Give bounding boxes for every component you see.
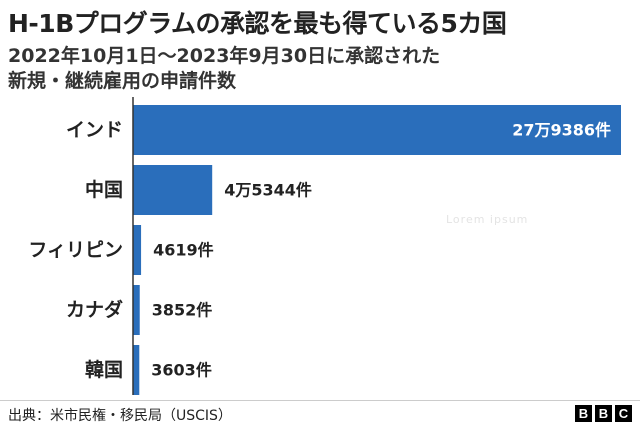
bar-4 — [133, 345, 140, 395]
footer-divider — [0, 400, 640, 401]
value-label-1: 4万5344件 — [224, 181, 312, 200]
category-label-2: フィリピン — [28, 239, 123, 261]
watermark-text: Lorem ipsum — [446, 213, 529, 226]
category-label-1: 中国 — [85, 178, 123, 201]
logo-letter-2: B — [595, 405, 612, 422]
category-label-3: カナダ — [66, 298, 123, 321]
category-label-4: 韓国 — [85, 358, 123, 381]
category-label-0: インド — [66, 119, 123, 141]
bar-0 — [133, 105, 621, 155]
logo-letter-1: B — [575, 405, 592, 422]
value-label-0: 27万9386件 — [512, 121, 611, 140]
chart-subtitle-line2: 新規・継続雇用の申請件数 — [8, 70, 237, 92]
chart-subtitle-line1: 2022年10月1日～2023年9月30日に承認された — [8, 45, 441, 67]
source-note: 出典：米市民権・移民局（USCIS） — [8, 408, 232, 424]
bbc-logo: B B C — [575, 405, 632, 422]
bar-1 — [133, 165, 213, 215]
chart-title: H-1Bプログラムの承認を最も得ている5カ国 — [8, 9, 507, 38]
logo-letter-3: C — [615, 405, 632, 422]
value-label-2: 4619件 — [153, 241, 214, 260]
value-label-4: 3603件 — [151, 361, 212, 380]
bar-3 — [133, 285, 140, 335]
bar-2 — [133, 225, 142, 275]
value-label-3: 3852件 — [152, 301, 213, 320]
